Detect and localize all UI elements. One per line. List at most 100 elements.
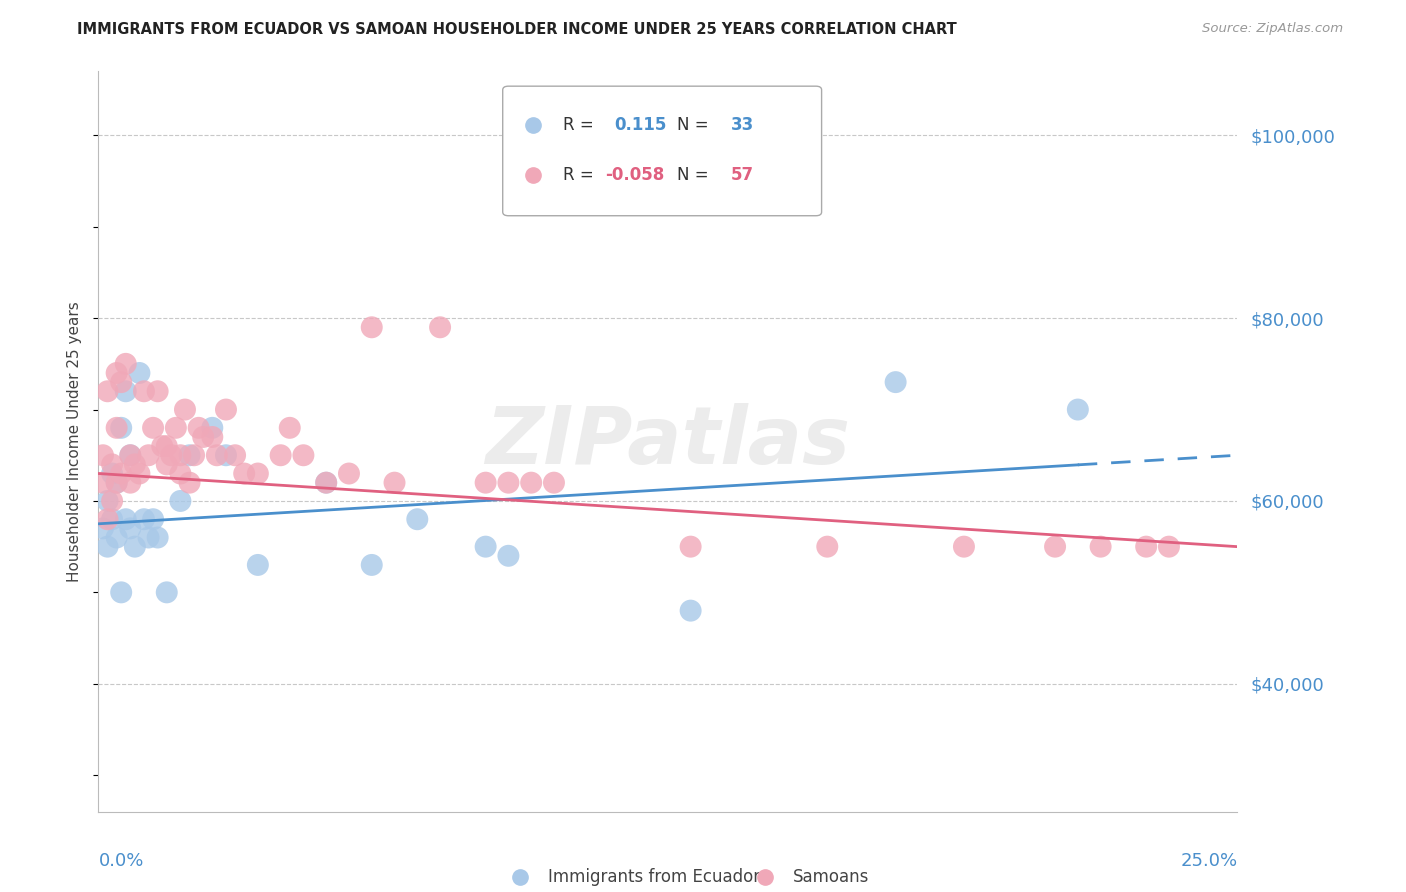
Point — [1090, 540, 1112, 554]
Point — [233, 467, 256, 481]
Point — [187, 421, 209, 435]
Point — [96, 540, 118, 554]
Point — [169, 494, 191, 508]
Point — [174, 402, 197, 417]
Point — [146, 384, 169, 399]
Point — [105, 421, 128, 435]
Point — [120, 448, 142, 462]
Point — [120, 475, 142, 490]
Point — [120, 448, 142, 462]
Point — [91, 448, 114, 462]
Point — [179, 475, 201, 490]
Point — [953, 540, 976, 554]
Text: 57: 57 — [731, 166, 754, 184]
Point — [142, 512, 165, 526]
Text: IMMIGRANTS FROM ECUADOR VS SAMOAN HOUSEHOLDER INCOME UNDER 25 YEARS CORRELATION : IMMIGRANTS FROM ECUADOR VS SAMOAN HOUSEH… — [77, 22, 957, 37]
Point — [105, 531, 128, 545]
Point — [1043, 540, 1066, 554]
Point — [201, 430, 224, 444]
Text: 0.0%: 0.0% — [98, 853, 143, 871]
Point — [128, 467, 150, 481]
Point — [120, 521, 142, 535]
Point — [165, 421, 187, 435]
Point — [110, 375, 132, 389]
Point — [183, 448, 205, 462]
Point — [128, 366, 150, 380]
Text: 33: 33 — [731, 117, 754, 135]
Point — [246, 558, 269, 572]
Point — [360, 320, 382, 334]
Point — [224, 448, 246, 462]
Text: R =: R = — [562, 117, 599, 135]
Point — [101, 467, 124, 481]
Point — [815, 540, 838, 554]
Text: N =: N = — [676, 117, 714, 135]
Point — [110, 467, 132, 481]
Point — [215, 402, 238, 417]
Point — [105, 475, 128, 490]
Text: ZIPatlas: ZIPatlas — [485, 402, 851, 481]
Point — [114, 357, 136, 371]
Point — [96, 512, 118, 526]
Point — [150, 439, 173, 453]
Point — [124, 458, 146, 472]
FancyBboxPatch shape — [503, 87, 821, 216]
Point — [96, 494, 118, 508]
Point — [101, 512, 124, 526]
Point — [474, 475, 496, 490]
Y-axis label: Householder Income Under 25 years: Householder Income Under 25 years — [67, 301, 83, 582]
Point — [179, 448, 201, 462]
Point — [679, 540, 702, 554]
Point — [337, 467, 360, 481]
Point — [110, 421, 132, 435]
Point — [205, 448, 228, 462]
Point — [498, 549, 520, 563]
Point — [142, 421, 165, 435]
Point — [215, 448, 238, 462]
Point — [246, 467, 269, 481]
Point — [201, 421, 224, 435]
Point — [360, 558, 382, 572]
Point — [160, 448, 183, 462]
Point — [105, 475, 128, 490]
Point — [498, 475, 520, 490]
Point — [156, 458, 179, 472]
Point — [156, 439, 179, 453]
Text: 25.0%: 25.0% — [1180, 853, 1237, 871]
Point — [406, 512, 429, 526]
Point — [138, 448, 160, 462]
Text: Samoans: Samoans — [793, 868, 869, 886]
Point — [132, 384, 155, 399]
Point — [91, 521, 114, 535]
Point — [138, 531, 160, 545]
Point — [169, 467, 191, 481]
Point — [292, 448, 315, 462]
Point — [429, 320, 451, 334]
Point — [384, 475, 406, 490]
Point — [105, 366, 128, 380]
Point — [169, 448, 191, 462]
Point — [110, 585, 132, 599]
Point — [193, 430, 215, 444]
Point — [679, 604, 702, 618]
Point — [278, 421, 301, 435]
Text: Immigrants from Ecuador: Immigrants from Ecuador — [548, 868, 761, 886]
Point — [1067, 402, 1090, 417]
Point — [96, 384, 118, 399]
Point — [124, 540, 146, 554]
Point — [474, 540, 496, 554]
Point — [520, 475, 543, 490]
Point — [101, 494, 124, 508]
Point — [1135, 540, 1157, 554]
Point — [884, 375, 907, 389]
Point — [114, 384, 136, 399]
Point — [114, 512, 136, 526]
Point — [315, 475, 337, 490]
Point — [146, 531, 169, 545]
Point — [315, 475, 337, 490]
Text: 0.115: 0.115 — [614, 117, 666, 135]
Point — [156, 585, 179, 599]
Text: Source: ZipAtlas.com: Source: ZipAtlas.com — [1202, 22, 1343, 36]
Point — [270, 448, 292, 462]
Point — [132, 512, 155, 526]
